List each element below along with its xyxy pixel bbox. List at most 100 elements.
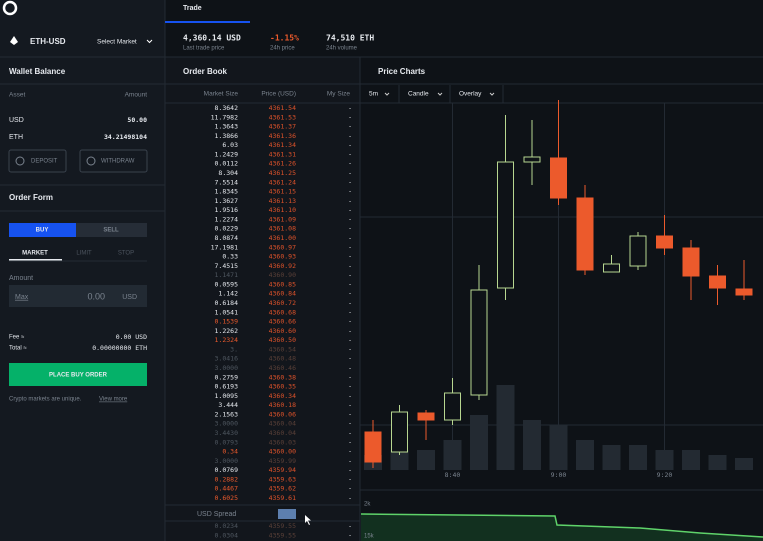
side-label: BUY [36, 228, 49, 234]
column-header: My Size [327, 91, 351, 98]
row-price: 4360.50 [269, 336, 296, 344]
stat-label: 24h price [270, 46, 295, 52]
type-underline [9, 259, 62, 261]
chevron [146, 39, 153, 44]
note-link[interactable]: View more [99, 397, 128, 403]
row-size: 6.03 [222, 141, 238, 149]
row-price: 4359.94 [269, 466, 296, 474]
eth-icon [10, 36, 18, 45]
row-price: 4359.99 [269, 457, 296, 465]
row-price: 4361.26 [269, 160, 296, 168]
deposit-button[interactable] [8, 149, 67, 173]
place-order-button[interactable] [9, 363, 147, 386]
row-price: 4361.09 [269, 215, 296, 223]
row-price: 4361.10 [269, 206, 296, 214]
row-my-size: - [348, 531, 352, 539]
row-my-size: - [348, 271, 352, 279]
tab[interactable]: Trade [183, 5, 202, 12]
row-price: 4359.63 [269, 475, 296, 483]
row-my-size: - [348, 345, 352, 353]
amount-input[interactable] [9, 285, 147, 307]
row-size: 0.0769 [215, 466, 239, 474]
interval-control[interactable]: 5m [369, 91, 378, 98]
row-my-size: - [348, 299, 352, 307]
type-tab[interactable]: MARKET [22, 251, 48, 257]
row-my-size: - [348, 522, 352, 530]
row-my-size: - [348, 355, 352, 363]
total-label: Total ≈ [9, 346, 27, 352]
select-market[interactable]: Select Market [97, 39, 137, 46]
volume-bar [576, 440, 594, 470]
max-link[interactable]: Max [15, 294, 29, 301]
volume-bar [523, 420, 541, 470]
row-size: 0.6184 [215, 299, 239, 307]
row-my-size: - [348, 234, 352, 242]
row-size: 1.8345 [215, 188, 239, 196]
volume-bar [629, 445, 647, 470]
row-size: 3. [230, 345, 238, 353]
chevron [437, 92, 443, 96]
row-size: 3.0416 [215, 355, 239, 363]
row-my-size: - [348, 253, 352, 261]
row-price: 4361.36 [269, 132, 296, 140]
depth-label: 15k [364, 534, 375, 540]
row-price: 4361.25 [269, 169, 296, 177]
logo[interactable] [2, 0, 18, 16]
asset: ETH [9, 134, 23, 141]
note: Crypto markets are unique. [9, 397, 82, 403]
volume-bar [390, 450, 409, 470]
row-my-size: - [348, 373, 352, 381]
stat-label: Last trade price [183, 46, 225, 52]
row-my-size: - [348, 215, 352, 223]
total: 0.00000000 ETH [92, 344, 147, 352]
row-my-size: - [348, 206, 352, 214]
row-price: 4359.61 [269, 494, 296, 502]
overlay-control[interactable]: Overlay [459, 91, 482, 98]
row-size: 1.9516 [215, 206, 239, 214]
cursor [305, 515, 311, 525]
row-size: 1.142 [218, 290, 238, 298]
candle-body [735, 288, 753, 296]
candle-body [629, 235, 647, 267]
row-size: 0.6025 [215, 494, 239, 502]
type-tab[interactable]: STOP [118, 251, 134, 257]
row-size: 1.0541 [215, 308, 239, 316]
column-header: Amount [125, 92, 148, 99]
row-my-size: - [348, 308, 352, 316]
sell-tab[interactable] [76, 223, 147, 237]
row-my-size: - [348, 280, 352, 288]
row-size: 3.0000 [215, 364, 239, 372]
style-control[interactable]: Candle [408, 91, 429, 98]
candle-body [417, 412, 435, 421]
row-my-size: - [348, 132, 352, 140]
stat-value: 4,360.14 USD [183, 34, 241, 43]
row-price: 4360.97 [269, 243, 296, 251]
row-my-size: - [348, 225, 352, 233]
buy-tab[interactable] [9, 223, 76, 237]
row-my-size: - [348, 169, 352, 177]
row-price: 4359.62 [269, 485, 296, 493]
row-size: 3.0000 [215, 457, 239, 465]
row-my-size: - [348, 401, 352, 409]
stat-value: 74,510 ETH [326, 34, 374, 43]
candle-body [523, 156, 541, 163]
row-my-size: - [348, 178, 352, 186]
type-tab[interactable]: LIMIT [76, 251, 92, 257]
row-price: 4360.66 [269, 318, 296, 326]
row-size: 0.33 [222, 253, 238, 261]
row-price: 4360.04 [269, 429, 296, 437]
volume-bar [443, 440, 462, 470]
row-my-size: - [348, 429, 352, 437]
row-size: 3.4430 [215, 429, 239, 437]
fee: 0.00 USD [116, 333, 147, 341]
withdraw-button[interactable] [79, 149, 148, 173]
row-size: 11.7982 [211, 113, 238, 121]
row-size: 0.34 [222, 448, 238, 456]
row-price: 4361.34 [269, 141, 296, 149]
currency: USD [122, 294, 137, 301]
row-size: 0.2882 [215, 475, 239, 483]
volume-bar [682, 450, 700, 470]
row-my-size: - [348, 327, 352, 335]
row-my-size: - [348, 466, 352, 474]
